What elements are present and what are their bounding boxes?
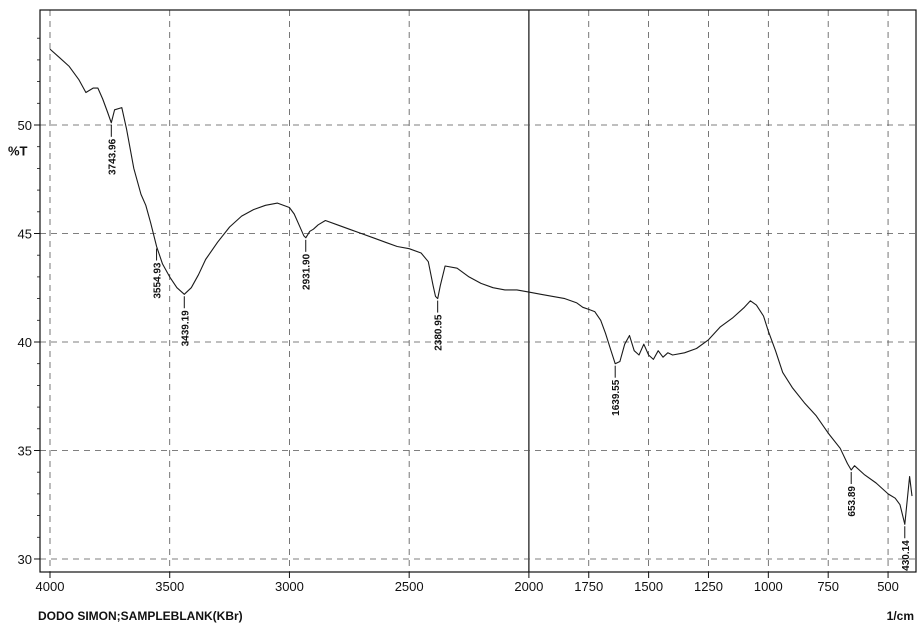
- x-tick-label: 3000: [275, 579, 304, 594]
- x-tick-label: 1250: [694, 579, 723, 594]
- sample-caption: DODO SIMON;SAMPLEBLANK(KBr): [38, 609, 243, 623]
- peak-label: 430.14: [901, 540, 912, 571]
- x-tick-label: 2500: [395, 579, 424, 594]
- y-tick-label: 30: [18, 552, 32, 567]
- spectrum-line: [49, 48, 913, 525]
- peak-label: 3743.96: [107, 138, 118, 175]
- x-tick-label: 3500: [155, 579, 184, 594]
- y-axis-label: %T: [8, 143, 28, 158]
- x-axis-unit-label: 1/cm: [886, 609, 914, 623]
- y-tick-label: 40: [18, 335, 32, 350]
- peak-label: 2380.95: [434, 314, 445, 351]
- x-tick-label: 1500: [634, 579, 663, 594]
- y-tick-label: 35: [18, 443, 32, 458]
- peak-label: 1639.55: [611, 379, 622, 416]
- grid: [40, 10, 916, 572]
- peak-label: 2931.90: [302, 253, 313, 290]
- series-layer: [49, 48, 913, 525]
- peak-annotations: 3743.96 3554.93 3439.19 2931.90 2380.95 1639.…: [107, 124, 912, 571]
- x-tick-label: 4000: [36, 579, 65, 594]
- y-tick-label: 45: [18, 226, 32, 241]
- peak-label: 3554.93: [153, 262, 164, 299]
- x-tick-label: 1000: [754, 579, 783, 594]
- x-tick-label: 500: [877, 579, 899, 594]
- axis-ticks: 4000 3500 3000 2500 2000 1750 1500 1250 1000 750 5…: [18, 37, 899, 594]
- x-tick-label: 2000: [514, 579, 543, 594]
- peak-label: 3439.19: [180, 310, 191, 347]
- peak-label: 653.89: [847, 486, 858, 517]
- y-tick-label: 50: [18, 118, 32, 133]
- plot-frame: [39, 9, 917, 573]
- x-tick-label: 750: [817, 579, 839, 594]
- x-tick-label: 1750: [574, 579, 603, 594]
